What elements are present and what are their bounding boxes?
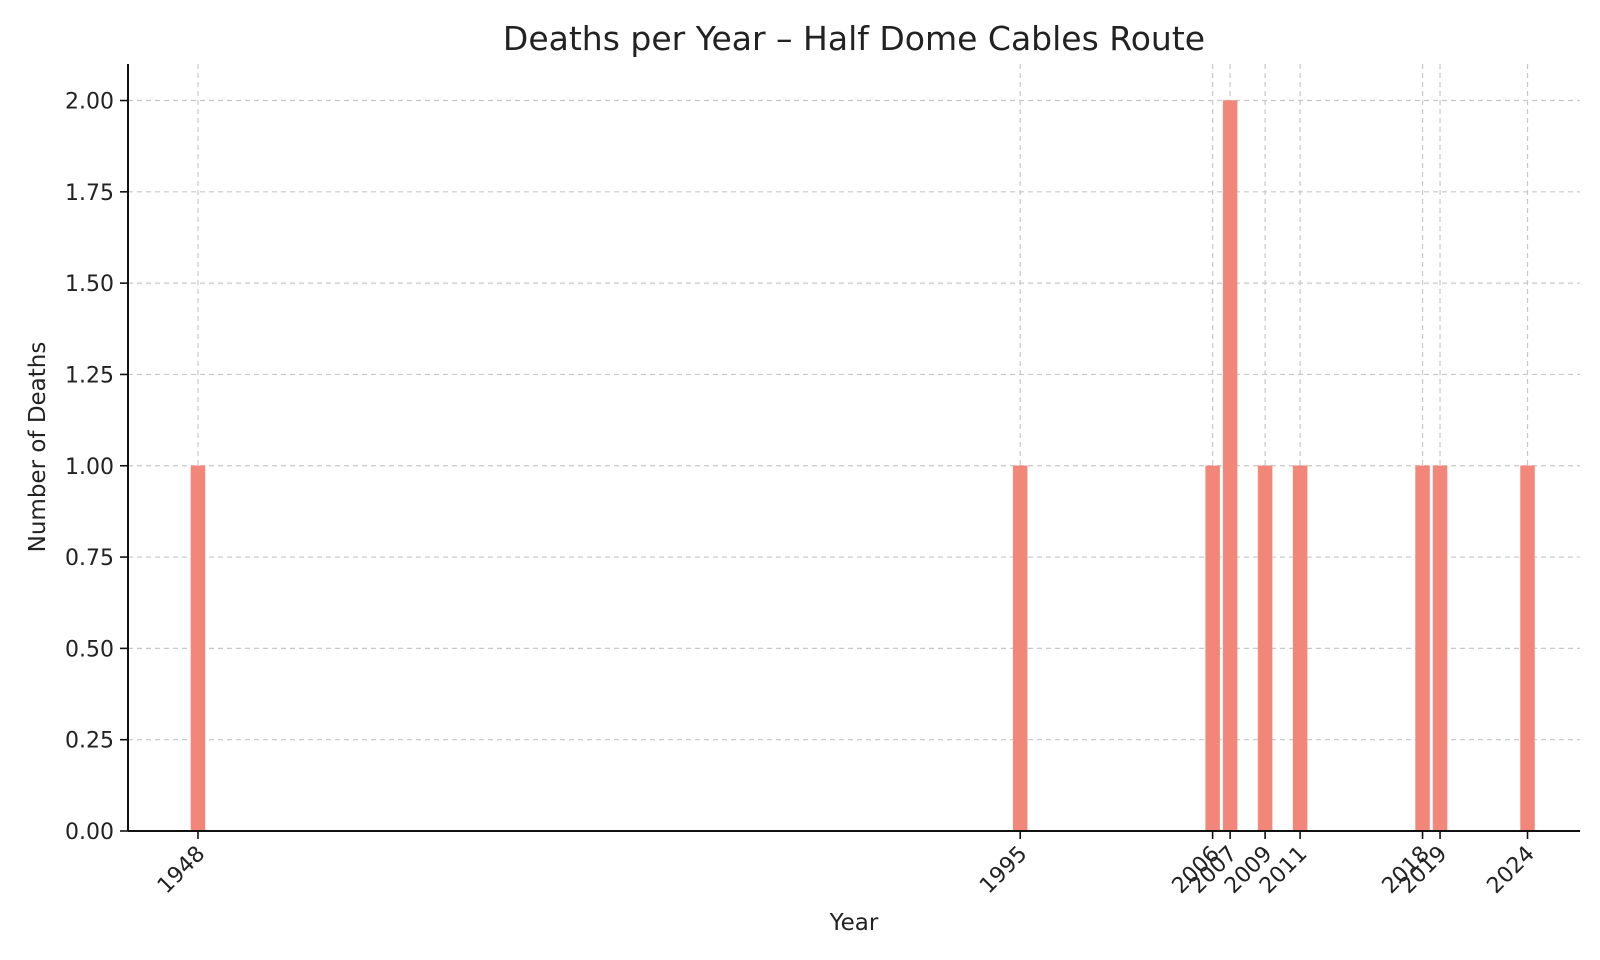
y-tick-label: 0.25 [65,729,114,754]
chart-title: Deaths per Year – Half Dome Cables Route [503,19,1205,58]
bars-layer [190,100,1535,832]
bar-2018 [1415,465,1430,832]
y-tick-label: 1.75 [65,181,114,206]
bar-2011 [1292,465,1308,832]
y-tick-label: 1.25 [65,363,114,388]
bar-2019 [1432,465,1448,832]
y-tick-label: 1.00 [65,455,114,480]
x-tick-label: 2024 [1482,842,1539,899]
bar-2006 [1205,465,1220,832]
y-tick-label: 0.00 [65,820,114,845]
bar-1948 [190,465,206,832]
bar-2024 [1520,465,1535,832]
y-tick-label: 2.00 [65,90,114,115]
bar-2009 [1257,465,1273,832]
x-tick-label: 1995 [975,842,1032,899]
y-axis-label: Number of Deaths [25,342,51,553]
x-tick-label: 1948 [153,842,210,899]
bar-2007 [1222,100,1238,832]
y-axis-ticks: 0.00 0.25 0.50 0.75 1.00 1.25 1.50 1.75 2.00 [65,90,128,845]
grid-layer [128,64,1580,832]
bar-1995 [1012,465,1028,832]
y-tick-label: 1.50 [65,272,114,297]
x-axis-label: Year [829,910,879,936]
y-tick-label: 0.50 [65,637,114,662]
y-tick-label: 0.75 [65,546,114,571]
